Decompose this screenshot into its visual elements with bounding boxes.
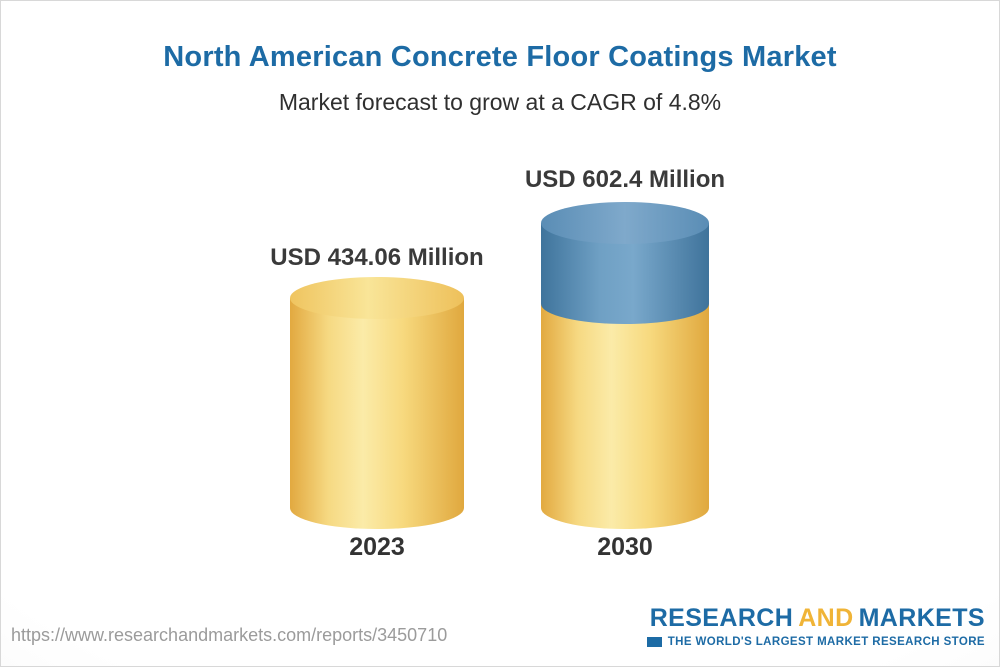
logo-word-research: RESEARCH [649, 604, 794, 632]
researchandmarkets-logo: RESEARCH AND MARKETS THE WORLD'S LARGEST M… [646, 606, 985, 648]
source-url: https://www.researchandmarkets.com/repor… [11, 625, 448, 645]
category-label-2023: 2023 [349, 533, 405, 561]
value-label-2030: USD 602.4 Million [524, 166, 726, 193]
logo-tagline: THE WORLD'S LARGEST MARKET RESEARCH STOR… [667, 636, 985, 648]
bar-2030 [541, 202, 709, 529]
value-label-2023: USD 434.06 Million [270, 244, 484, 271]
logo-wordmark: RESEARCH AND MARKETS [647, 606, 985, 631]
logo-tagline-bar [646, 637, 662, 647]
chart-subtitle: Market forecast to grow at a CAGR of 4.8… [278, 89, 722, 115]
category-label-2030: 2030 [597, 533, 653, 561]
bar-2030-growth-segment [541, 223, 709, 324]
bar-2030-top [541, 202, 709, 244]
bar-2023-top [290, 277, 464, 319]
bar-2030-base-segment [541, 304, 709, 529]
bar-2023 [290, 277, 464, 529]
logo-word-markets: MARKETS [858, 604, 985, 632]
bar-2023-body [290, 298, 464, 529]
logo-word-and: AND [798, 604, 854, 632]
chart-title: North American Concrete Floor Coatings M… [163, 41, 837, 73]
logo-tagline-row: THE WORLD'S LARGEST MARKET RESEARCH STOR… [646, 636, 985, 648]
